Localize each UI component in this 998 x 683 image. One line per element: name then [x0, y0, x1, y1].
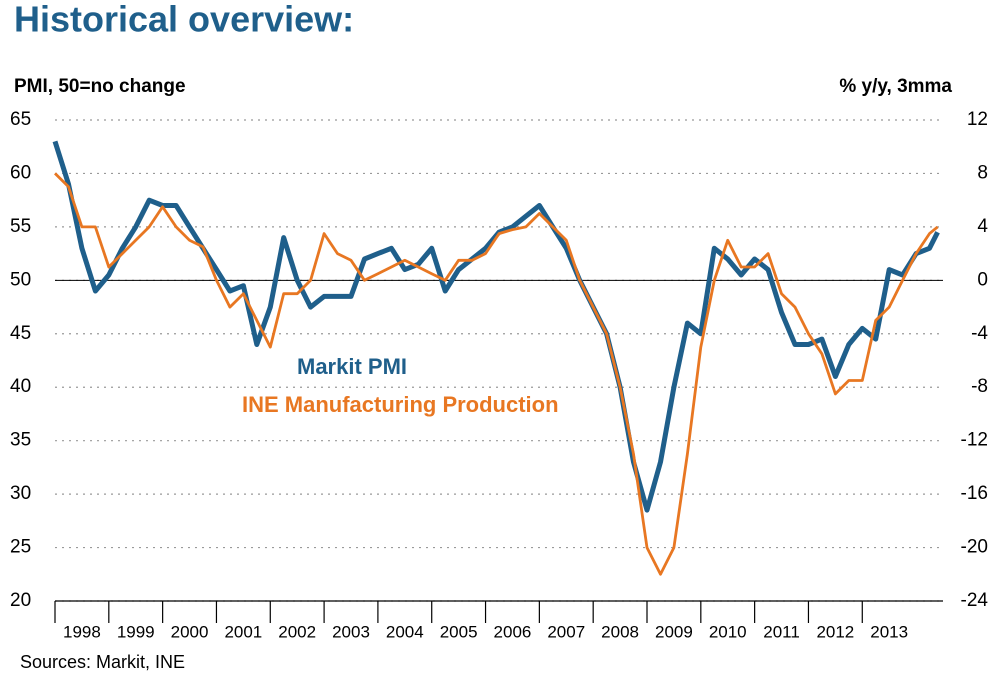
- x-tick-label: 1999: [117, 622, 155, 641]
- y2-tick-label: -4: [971, 323, 988, 344]
- y2-tick-label: 0: [977, 269, 988, 290]
- x-tick-label: 2004: [386, 622, 424, 641]
- y2-tick-label: 4: [977, 216, 988, 237]
- y-axis-label: PMI, 50=no change: [14, 76, 186, 97]
- x-tick-label: 2009: [655, 622, 693, 641]
- source-note: Sources: Markit, INE: [20, 652, 185, 672]
- y-tick-label: 50: [10, 269, 31, 290]
- y2-tick-label: -20: [961, 537, 988, 558]
- x-tick-label: 2002: [278, 622, 316, 641]
- series-line: [54, 172, 939, 576]
- y-tick-label: 25: [10, 537, 31, 558]
- x-tick-label: 2013: [870, 622, 908, 641]
- y2-tick-label: 12: [967, 109, 988, 130]
- x-tick-label: 2005: [440, 622, 478, 641]
- y-tick-label: 20: [10, 590, 31, 611]
- y-tick-label: 45: [10, 323, 31, 344]
- x-tick-label: 2011: [763, 622, 800, 641]
- legend-label: Markit PMI: [297, 354, 407, 379]
- x-tick-label: 2001: [224, 622, 262, 641]
- chart-title: Historical overview:: [14, 0, 354, 40]
- x-tick-label: 2012: [816, 622, 854, 641]
- x-tick-label: 2008: [601, 622, 639, 641]
- y-tick-label: 35: [10, 430, 31, 451]
- x-tick-label: 2003: [332, 622, 370, 641]
- y2-tick-label: -12: [961, 430, 988, 451]
- y-tick-label: 65: [10, 109, 31, 130]
- y2-axis-label: % y/y, 3mma: [839, 76, 952, 97]
- x-tick-label: 1998: [63, 622, 101, 641]
- y2-tick-label: -8: [971, 376, 988, 397]
- x-tick-label: 2006: [494, 622, 532, 641]
- y2-tick-label: -24: [961, 590, 989, 611]
- y2-tick-label: 8: [977, 162, 988, 183]
- legend-label: INE Manufacturing Production: [242, 392, 559, 417]
- y-tick-label: 55: [10, 216, 31, 237]
- y-tick-label: 60: [10, 162, 31, 183]
- y-tick-label: 30: [10, 483, 31, 504]
- x-tick-label: 2007: [547, 622, 585, 641]
- y2-tick-label: -16: [961, 483, 988, 504]
- x-tick-label: 2000: [171, 622, 209, 641]
- x-tick-label: 2010: [709, 622, 747, 641]
- y-tick-label: 40: [10, 376, 31, 397]
